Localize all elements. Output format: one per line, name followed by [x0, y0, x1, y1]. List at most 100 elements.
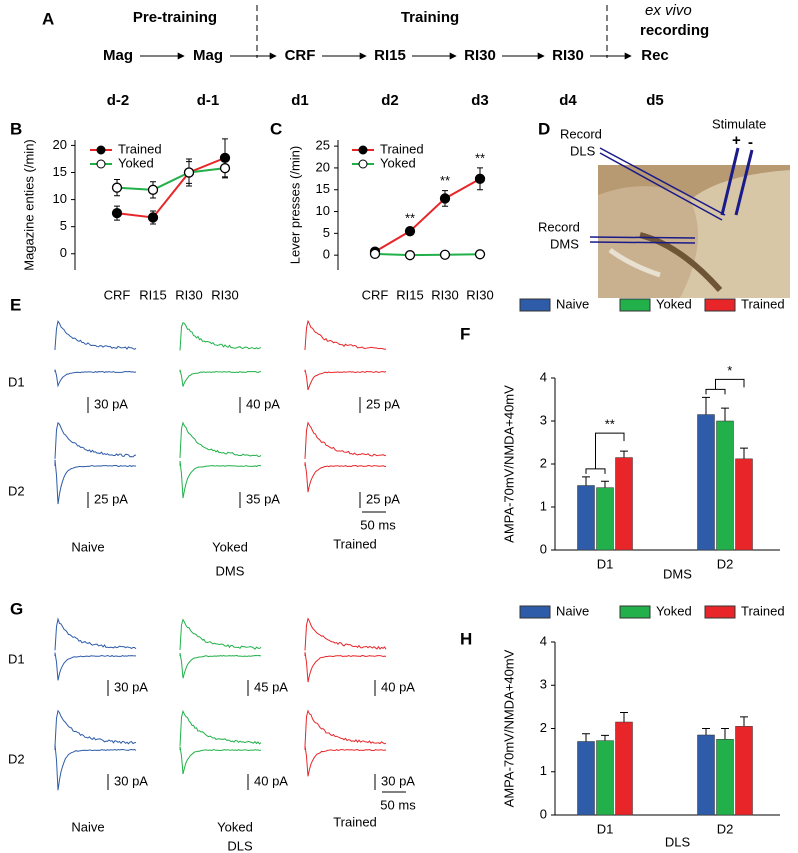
- row-label: D2: [8, 751, 25, 766]
- x-tick-label: RI15: [396, 287, 423, 302]
- panel-label: H: [460, 629, 472, 648]
- step-label: RI15: [374, 47, 406, 64]
- bar: [615, 457, 633, 551]
- error-bar: [582, 476, 590, 486]
- bar: [697, 734, 715, 816]
- trace: [304, 319, 387, 350]
- legend-marker: [96, 159, 106, 169]
- point: [111, 207, 123, 219]
- trace: [179, 618, 262, 650]
- significance: *: [727, 363, 732, 378]
- error-bar: [582, 733, 590, 742]
- day-label: d1: [291, 92, 309, 109]
- legend-label: Naive: [556, 296, 589, 311]
- x-tick-label: D2: [717, 556, 734, 571]
- electrode: [589, 241, 696, 244]
- error-bar: [620, 711, 628, 723]
- phase-label: recording: [640, 22, 709, 39]
- series-line: [116, 156, 226, 219]
- step-label: RI30: [464, 47, 496, 64]
- x-tick-label: CRF: [104, 287, 131, 302]
- series-line: [374, 252, 481, 257]
- point: [404, 250, 416, 261]
- trace: [54, 421, 137, 459]
- y-tick-label: 4: [540, 369, 547, 384]
- y-tick-label: 3: [540, 677, 547, 692]
- y-axis-label: Magazine enties (/min): [21, 139, 36, 271]
- stim-electrode: [734, 149, 754, 216]
- x-axis-label: DLS: [665, 834, 691, 849]
- legend-marker: [358, 145, 368, 155]
- x-tick-label: D1: [597, 821, 614, 836]
- legend-swatch: [619, 605, 651, 619]
- electrode: [599, 152, 723, 221]
- y-tick-label: 4: [540, 633, 547, 648]
- legend-label: Yoked: [380, 155, 416, 170]
- electrode: [589, 236, 696, 239]
- legend-label: Trained: [741, 603, 785, 618]
- series-line: [116, 167, 226, 191]
- legend-label: Yoked: [118, 155, 154, 170]
- day-label: d2: [381, 92, 399, 109]
- y-tick-label: 0: [323, 247, 330, 262]
- trace: [179, 746, 262, 775]
- bar: [697, 414, 715, 551]
- region-label: DLS: [227, 838, 253, 853]
- panel-label: E: [10, 295, 21, 314]
- legend-label: Trained: [118, 141, 162, 156]
- trace: [179, 421, 262, 458]
- legend-label: Trained: [380, 141, 424, 156]
- panel-a: A Pre-training Training ex vivo recordin…: [42, 2, 709, 58]
- significance: **: [475, 150, 485, 165]
- legend-label: Yoked: [656, 603, 692, 618]
- y-tick-label: 5: [323, 225, 330, 240]
- panel-label: D: [538, 119, 550, 138]
- legend-marker: [96, 145, 106, 155]
- scale-label: 40 pA: [381, 679, 415, 694]
- trace: [179, 460, 262, 499]
- group-label: Yoked: [212, 539, 248, 554]
- legend-swatch: [704, 298, 736, 312]
- x-tick-label: CRF: [362, 287, 389, 302]
- trace: [304, 652, 387, 683]
- step-label: Mag: [103, 47, 133, 64]
- x-axis-label: DMS: [663, 566, 692, 581]
- y-tick-label: 1: [540, 763, 547, 778]
- annotation: -: [748, 134, 753, 151]
- bar: [716, 420, 734, 551]
- phase-label: ex vivo: [645, 2, 692, 19]
- y-tick-label: 25: [316, 138, 330, 153]
- phase-label: Training: [401, 9, 459, 26]
- group-label: Trained: [333, 536, 377, 551]
- step-label: CRF: [285, 47, 316, 64]
- trace: [54, 709, 137, 747]
- scale-label: 30 pA: [114, 773, 148, 788]
- legend-swatch: [519, 605, 551, 619]
- electrode: [599, 147, 726, 216]
- region-label: DMS: [216, 563, 245, 578]
- scale-label: 30 pA: [381, 773, 415, 788]
- x-tick-label: RI30: [175, 287, 202, 302]
- significance: **: [605, 417, 615, 432]
- trace: [304, 617, 387, 651]
- day-label: d4: [559, 92, 577, 109]
- x-tick-label: RI30: [466, 287, 493, 302]
- time-label: 50 ms: [380, 797, 416, 812]
- point: [404, 226, 416, 237]
- row-label: D2: [8, 483, 25, 498]
- error-bar: [702, 728, 710, 735]
- y-tick-label: 0: [60, 245, 67, 260]
- y-tick-label: 0: [540, 806, 547, 821]
- significance: **: [440, 173, 450, 188]
- step-label: Rec: [641, 47, 669, 64]
- legend-label: Naive: [556, 603, 589, 618]
- error-bar: [721, 407, 729, 421]
- point: [219, 163, 231, 174]
- point: [147, 212, 159, 223]
- legend-marker: [358, 159, 368, 169]
- y-axis-label: AMPA-70mV/NMDA+40mV: [501, 385, 516, 543]
- y-tick-label: 1: [540, 498, 547, 513]
- bar: [735, 458, 753, 551]
- trace: [54, 369, 137, 388]
